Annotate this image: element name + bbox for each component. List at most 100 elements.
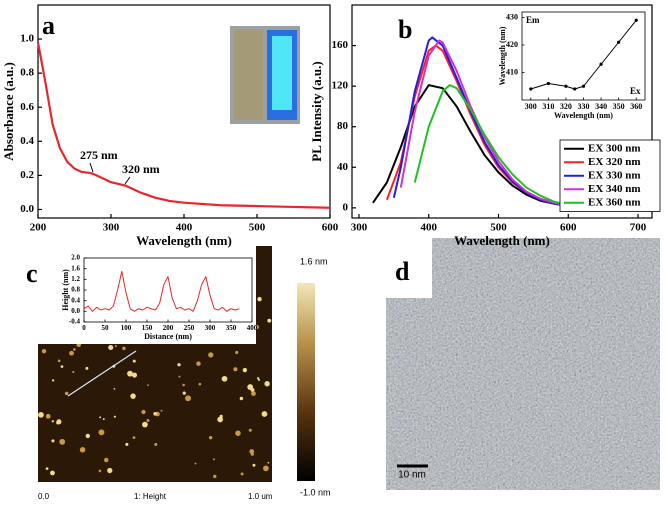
x-tick-label: 500 bbox=[490, 221, 507, 233]
x-tick-label: 400 bbox=[420, 221, 437, 233]
afm-particle bbox=[57, 359, 61, 363]
x-tick-label: 300 bbox=[525, 102, 537, 111]
afm-particle bbox=[153, 411, 157, 416]
afm-particle bbox=[102, 418, 105, 421]
y-tick-label: 80 bbox=[337, 120, 349, 132]
data-line bbox=[36, 42, 331, 209]
y-tick-label: 1.6 bbox=[71, 264, 80, 272]
afm-particle bbox=[99, 416, 102, 419]
afm-particle bbox=[73, 348, 76, 351]
x-tick-label: 250 bbox=[184, 324, 195, 332]
afm-particle bbox=[64, 391, 69, 396]
afm-particle bbox=[146, 418, 150, 422]
x-tick-label: 300 bbox=[351, 221, 368, 233]
x-axis-label: Wavelength (nm) bbox=[136, 233, 232, 248]
afm-particle bbox=[104, 457, 109, 463]
afm-axis-title: 1: Height bbox=[134, 492, 167, 501]
x-tick-label: 320 bbox=[560, 102, 572, 111]
x-tick-label: 400 bbox=[176, 221, 193, 233]
afm-particle bbox=[221, 375, 228, 382]
x-tick-label: 350 bbox=[613, 102, 625, 111]
x-tick-label: 150 bbox=[142, 324, 153, 332]
afm-particle bbox=[208, 435, 213, 440]
legend-label: EX 330 nm bbox=[588, 169, 641, 181]
afm-particle bbox=[142, 421, 148, 428]
cuvette-daylight bbox=[234, 30, 263, 120]
x-tick-label: 200 bbox=[163, 324, 174, 332]
cuvette-glow bbox=[272, 36, 292, 110]
afm-particle bbox=[208, 352, 214, 358]
afm-particle bbox=[257, 296, 262, 302]
inset-background bbox=[30, 240, 256, 344]
afm-particle bbox=[213, 458, 215, 461]
afm-particle bbox=[132, 436, 136, 440]
annotation: 320 nm bbox=[122, 162, 160, 176]
afm-particle bbox=[98, 429, 105, 436]
legend-label: EX 360 nm bbox=[588, 196, 641, 208]
afm-particle bbox=[213, 474, 217, 479]
afm-particle bbox=[248, 428, 252, 432]
y-tick-label: 120 bbox=[332, 80, 349, 92]
y-axis-label: PL Intensity (a.u.) bbox=[309, 61, 324, 161]
y-tick-label: 2.0 bbox=[71, 254, 80, 262]
afm-particle bbox=[235, 350, 239, 355]
x-tick-label: 340 bbox=[595, 102, 607, 111]
plot-frame bbox=[351, 4, 653, 219]
y-tick-label: 40 bbox=[337, 161, 349, 173]
afm-particle bbox=[56, 421, 60, 425]
annotation: Ex bbox=[630, 86, 641, 96]
afm-particle bbox=[256, 377, 260, 380]
y-tick-label: 0.4 bbox=[20, 135, 34, 147]
afm-particle bbox=[107, 467, 113, 474]
annotation-arrow bbox=[124, 176, 131, 185]
afm-particle bbox=[242, 367, 248, 373]
afm-particle bbox=[261, 411, 268, 417]
afm-particle bbox=[154, 442, 158, 446]
afm-particle bbox=[251, 391, 256, 396]
x-axis-label: Wavelength (nm) bbox=[454, 233, 550, 248]
y-tick-label: 0.4 bbox=[71, 296, 80, 304]
data-point bbox=[564, 84, 568, 88]
afm-particle bbox=[45, 413, 51, 419]
x-axis-label: Distance (nm) bbox=[144, 332, 192, 341]
panel-label: c bbox=[26, 259, 38, 288]
panel-label: a bbox=[42, 11, 55, 40]
y-tick-label: 0.8 bbox=[71, 286, 80, 294]
y-axis-label: Wavelength (nm) bbox=[498, 26, 507, 85]
y-tick-label: 0.0 bbox=[20, 203, 34, 215]
afm-particle bbox=[239, 396, 244, 401]
afm-particle bbox=[147, 384, 149, 387]
afm-particle bbox=[141, 409, 146, 415]
afm-particle bbox=[45, 467, 49, 470]
afm-particle bbox=[60, 365, 64, 368]
afm-particle bbox=[267, 318, 272, 323]
x-tick-label: 0 bbox=[82, 324, 86, 332]
colorbar bbox=[297, 283, 315, 481]
afm-particle bbox=[79, 447, 86, 453]
data-point bbox=[617, 40, 621, 44]
afm-particle bbox=[85, 433, 91, 439]
x-tick-label: 600 bbox=[322, 221, 339, 233]
afm-particle bbox=[72, 370, 75, 373]
x-tick-label: 100 bbox=[121, 324, 132, 332]
afm-particle bbox=[196, 361, 201, 366]
data-point bbox=[599, 62, 603, 66]
afm-particle bbox=[38, 412, 44, 418]
afm-particle bbox=[131, 372, 138, 378]
legend-label: EX 320 nm bbox=[588, 156, 641, 168]
annotation: 275 nm bbox=[80, 148, 118, 162]
x-tick-label: 500 bbox=[249, 221, 266, 233]
afm-particle bbox=[178, 375, 181, 378]
y-tick-label: 1.2 bbox=[71, 275, 80, 283]
afm-particle bbox=[267, 461, 270, 464]
afm-particle bbox=[113, 415, 116, 418]
data-point bbox=[573, 87, 577, 91]
afm-particle bbox=[127, 370, 133, 377]
afm-particle bbox=[182, 391, 186, 395]
y-tick-label: 1.0 bbox=[20, 33, 34, 45]
afm-particle bbox=[194, 462, 197, 465]
afm-particle bbox=[51, 439, 55, 443]
y-axis-label: Height (nm) bbox=[61, 269, 70, 311]
x-tick-label: 700 bbox=[630, 221, 647, 233]
